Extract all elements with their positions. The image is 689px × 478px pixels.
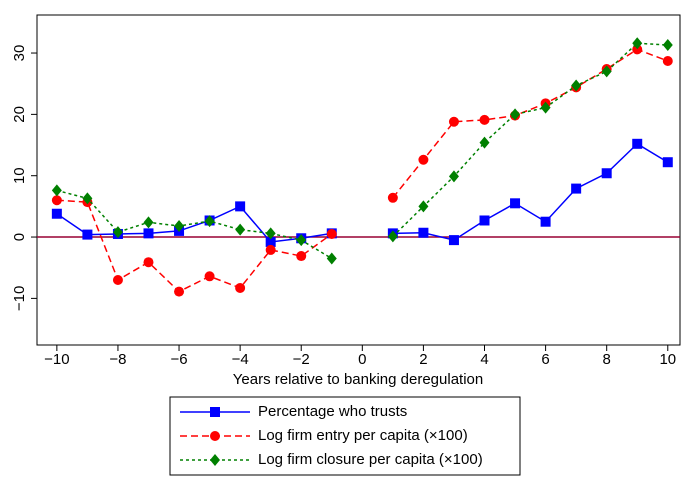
legend-box bbox=[169, 396, 521, 476]
x-tick-label: −4 bbox=[232, 351, 249, 368]
data-point bbox=[448, 116, 459, 127]
data-point bbox=[204, 271, 215, 282]
x-tick-label: −8 bbox=[109, 351, 126, 368]
data-point bbox=[112, 226, 123, 239]
x-axis-label: Years relative to banking deregulation bbox=[233, 371, 483, 388]
data-point bbox=[143, 216, 154, 229]
plot-frame bbox=[36, 14, 681, 346]
data-point bbox=[632, 44, 643, 55]
data-point bbox=[51, 195, 62, 206]
data-point bbox=[662, 56, 673, 67]
y-tick-label: 10 bbox=[11, 167, 28, 184]
data-point bbox=[479, 136, 490, 149]
x-tick-label: 10 bbox=[659, 351, 676, 368]
data-point bbox=[265, 244, 276, 255]
data-point bbox=[265, 227, 276, 240]
data-point bbox=[418, 200, 429, 213]
data-point bbox=[112, 274, 123, 285]
data-point bbox=[235, 223, 246, 236]
y-tick-label: 0 bbox=[11, 233, 28, 241]
data-point bbox=[479, 114, 490, 125]
data-point bbox=[662, 157, 673, 168]
data-point bbox=[51, 184, 62, 197]
data-point bbox=[418, 227, 429, 238]
data-point bbox=[601, 168, 612, 179]
x-tick-label: −10 bbox=[44, 351, 69, 368]
legend-marker bbox=[210, 407, 220, 417]
data-point bbox=[326, 228, 337, 239]
legend-label: Log firm entry per capita (×100) bbox=[258, 427, 468, 444]
data-point bbox=[296, 251, 307, 262]
series-line bbox=[56, 42, 668, 260]
data-point bbox=[571, 79, 582, 92]
data-point bbox=[174, 220, 185, 233]
series-line bbox=[56, 48, 669, 293]
legend-label: Percentage who trusts bbox=[258, 403, 407, 420]
data-point bbox=[540, 216, 551, 227]
data-point bbox=[418, 154, 429, 165]
data-point bbox=[143, 257, 154, 268]
data-point bbox=[204, 215, 215, 228]
x-tick-label: 2 bbox=[419, 351, 427, 368]
legend-marker bbox=[210, 431, 220, 441]
data-point bbox=[571, 183, 582, 194]
data-point bbox=[510, 198, 521, 209]
y-tick-label: 30 bbox=[11, 45, 28, 62]
x-tick-label: 8 bbox=[603, 351, 611, 368]
data-point bbox=[174, 286, 185, 297]
data-point bbox=[632, 37, 643, 50]
data-point bbox=[448, 170, 459, 183]
data-point bbox=[235, 201, 246, 212]
data-point bbox=[265, 236, 276, 247]
data-point bbox=[387, 192, 398, 203]
data-point bbox=[448, 235, 459, 246]
legend-label: Log firm closure per capita (×100) bbox=[258, 451, 483, 468]
data-point bbox=[326, 252, 337, 265]
data-point bbox=[82, 192, 93, 205]
y-tick-label: 20 bbox=[11, 106, 28, 123]
data-point bbox=[479, 215, 490, 226]
data-point bbox=[143, 228, 154, 239]
series-line bbox=[56, 142, 669, 243]
data-point bbox=[510, 108, 521, 121]
x-tick-label: −2 bbox=[293, 351, 310, 368]
data-point bbox=[51, 208, 62, 219]
x-tick-label: −6 bbox=[170, 351, 187, 368]
legend-marker bbox=[210, 454, 220, 466]
data-point bbox=[601, 65, 612, 78]
x-tick-label: 0 bbox=[358, 351, 366, 368]
x-tick-label: 4 bbox=[480, 351, 488, 368]
x-tick-label: 6 bbox=[541, 351, 549, 368]
data-point bbox=[387, 230, 398, 243]
data-point bbox=[296, 234, 307, 247]
data-point bbox=[540, 101, 551, 114]
data-point bbox=[235, 282, 246, 293]
data-point bbox=[662, 39, 673, 52]
data-point bbox=[82, 229, 93, 240]
y-tick-label: −10 bbox=[11, 286, 28, 311]
data-point bbox=[632, 138, 643, 149]
